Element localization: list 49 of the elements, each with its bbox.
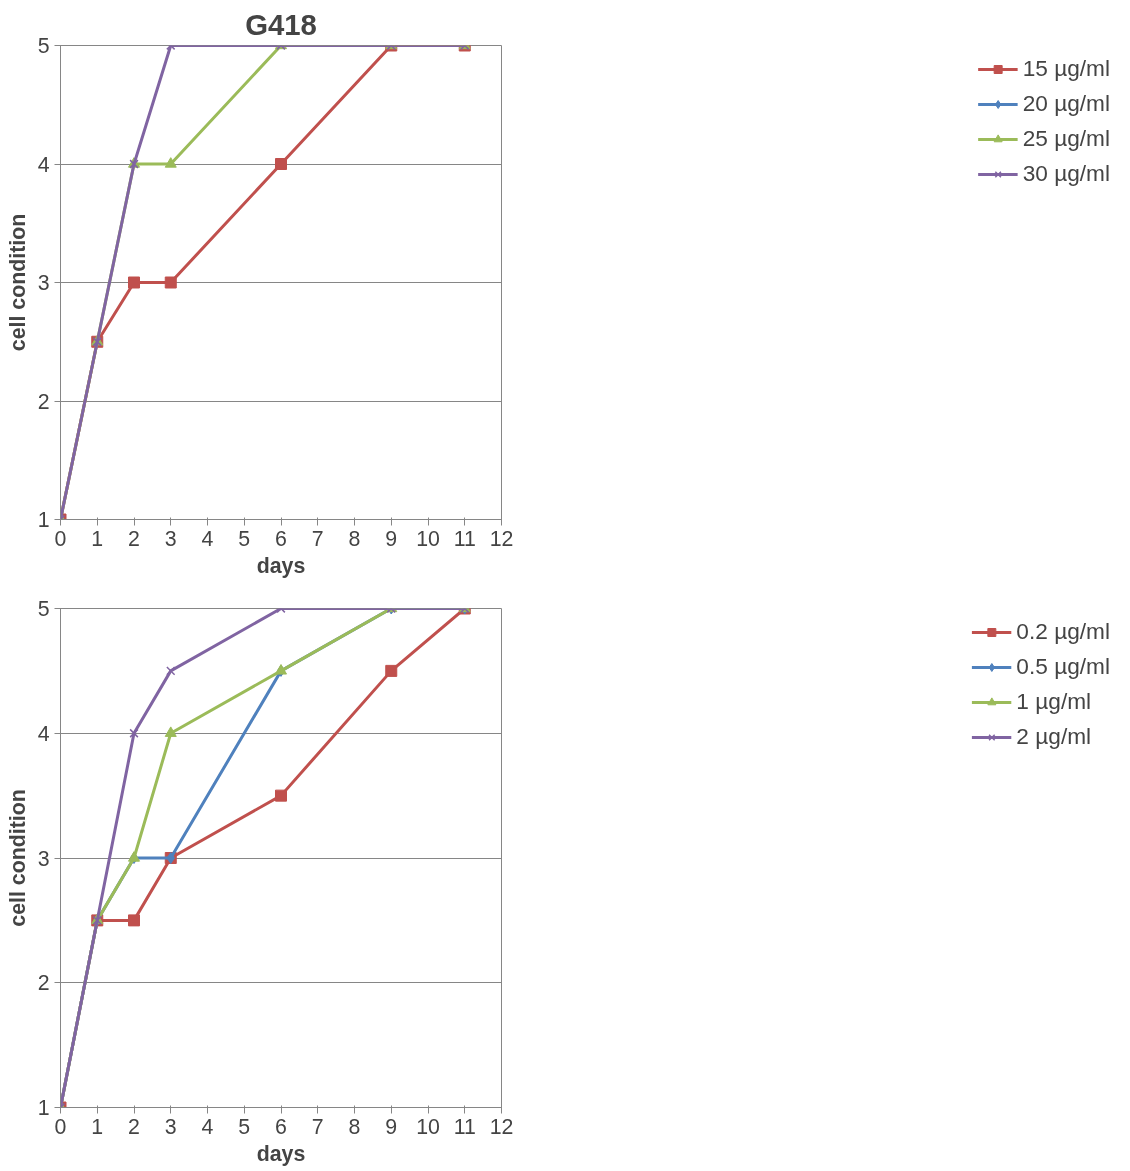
- x-tick-label: 1: [91, 526, 104, 551]
- y-tick-label: 4: [37, 721, 50, 746]
- x-tick-label: 12: [489, 1114, 514, 1139]
- x-tick-label: 10: [416, 526, 440, 551]
- chart-title: G418: [245, 7, 317, 41]
- x-tick-label: 11: [453, 1114, 476, 1139]
- x-tick-label: 1: [91, 1114, 104, 1139]
- x-tick-label: 7: [311, 526, 324, 551]
- x-tick-label: 7: [311, 1114, 324, 1139]
- y-tick-label: 2: [37, 389, 50, 414]
- y-tick-label: 4: [37, 152, 50, 177]
- x-tick-label: 4: [201, 526, 214, 551]
- x-tick-label: 2: [128, 1114, 140, 1139]
- x-axis-title: days: [256, 553, 306, 578]
- x-tick-label: 9: [385, 526, 398, 551]
- y-tick-label: 1: [37, 508, 50, 532]
- x-tick-label: 10: [416, 1114, 440, 1139]
- legend-label: 0.5 µg/ml: [1016, 653, 1110, 680]
- y-tick-label: 2: [37, 971, 50, 996]
- x-tick-label: 6: [275, 526, 287, 551]
- y-tick-label: 3: [37, 846, 50, 871]
- x-tick-label: 8: [348, 1114, 361, 1139]
- x-tick-label: 11: [453, 526, 476, 551]
- y-tick-label: 1: [37, 1096, 50, 1120]
- x-tick-label: 8: [348, 526, 361, 551]
- x-tick-label: 5: [238, 526, 251, 551]
- legend-label: 15 µg/ml: [1022, 55, 1110, 82]
- x-tick-label: 3: [164, 526, 177, 551]
- x-tick-label: 3: [164, 1114, 177, 1139]
- legend-label: 1 µg/ml: [1016, 688, 1092, 715]
- x-tick-label: 5: [238, 1114, 251, 1139]
- y-axis-title: cell condition: [5, 213, 30, 352]
- legend-label: 25 µg/ml: [1022, 125, 1110, 152]
- y-tick-label: 3: [37, 271, 50, 295]
- x-tick-label: 4: [201, 1114, 214, 1139]
- y-tick-label: 5: [37, 34, 50, 58]
- legend-label: 20 µg/ml: [1022, 90, 1110, 117]
- x-tick-label: 9: [385, 1114, 398, 1139]
- y-tick-label: 5: [37, 597, 50, 621]
- x-axis-title: days: [256, 1141, 306, 1166]
- legend-label: 0.2 µg/ml: [1016, 618, 1110, 645]
- x-tick-label: 0: [54, 526, 67, 551]
- legend-label: 30 µg/ml: [1022, 160, 1110, 187]
- legend-label: 2 µg/ml: [1016, 723, 1092, 750]
- y-axis-title: cell condition: [5, 789, 30, 927]
- x-tick-label: 0: [54, 1114, 67, 1139]
- x-tick-label: 12: [489, 526, 514, 551]
- x-tick-label: 2: [128, 526, 140, 551]
- x-tick-label: 6: [275, 1114, 287, 1139]
